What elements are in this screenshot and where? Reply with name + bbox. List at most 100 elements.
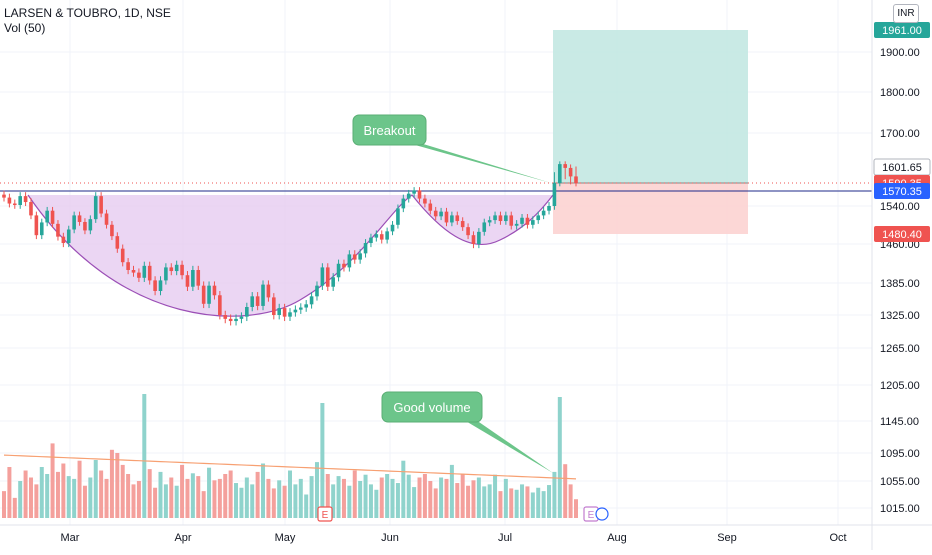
candle-body [228, 318, 233, 322]
time-tick-label: Mar [61, 532, 80, 544]
volume-bar [498, 491, 503, 518]
volume-bar [433, 488, 438, 518]
volume-bar [174, 485, 179, 518]
candle-body [358, 253, 362, 260]
volume-bar [109, 449, 114, 518]
candle-body [390, 224, 395, 232]
volume-bar [131, 484, 136, 518]
candle-body [450, 215, 454, 223]
symbol-title: LARSEN & TOUBRO, 1D, NSE [4, 6, 171, 20]
volume-bar [7, 467, 12, 518]
price-tag-stop-label: 1480.40 [882, 229, 922, 241]
candle-body [39, 222, 44, 236]
volume-bar [12, 497, 17, 518]
volume-bar [88, 477, 93, 518]
volume-bar [471, 480, 476, 518]
volume-bar [55, 471, 60, 518]
volume-bar [406, 474, 411, 518]
volume-bar [50, 443, 55, 518]
volume-bar [185, 478, 190, 518]
candle-body [153, 280, 157, 291]
price-axis[interactable]: 1900.001800.001700.001540.001460.001385.… [871, 0, 931, 550]
volume-bar [45, 474, 50, 518]
candle-body [509, 215, 514, 226]
candle-body [396, 208, 400, 225]
price-tick-label: 1205.00 [880, 380, 920, 392]
volume-bar [320, 403, 325, 518]
volume-bar [142, 394, 147, 518]
candle-body [126, 262, 130, 270]
volume-indicator-label: Vol (50) [4, 21, 46, 35]
volume-bar [439, 477, 444, 518]
volume-bar [352, 470, 357, 518]
price-tick-label: 1055.00 [880, 476, 920, 488]
price-tick-label: 1325.00 [880, 310, 920, 322]
candle-body [261, 284, 265, 306]
candle-body [207, 285, 211, 304]
price-tag-resistance [874, 183, 930, 199]
volume-bar [18, 481, 23, 518]
volume-bar [93, 460, 98, 518]
volume-bar [77, 460, 82, 518]
volume-bar [201, 491, 206, 518]
candle-body [525, 217, 530, 225]
candle-body [363, 243, 368, 254]
volume-bar [180, 464, 185, 518]
earnings-marker-label: E [322, 510, 329, 521]
candle-body [245, 307, 249, 317]
cup-outline [27, 194, 554, 317]
volume-bar [390, 478, 395, 518]
candle-body [401, 198, 406, 209]
volume-bar [487, 484, 492, 518]
candle-body [250, 296, 255, 307]
volume-bar [23, 470, 28, 518]
volume-bar [234, 483, 239, 518]
candle-body [563, 164, 568, 168]
volume-bar [293, 484, 298, 518]
candle-body [482, 222, 487, 232]
volume-bar [460, 474, 465, 518]
volume-bar [444, 478, 449, 518]
volume-bar [277, 480, 282, 518]
time-tick-label: Apr [174, 532, 191, 544]
volume-bar [557, 397, 562, 518]
candle-body [169, 267, 174, 272]
good-volume-callout-pointer [464, 420, 553, 473]
candle-body [471, 235, 476, 244]
candle-body [531, 220, 535, 225]
candle-body [288, 312, 292, 317]
volume-bar [552, 471, 557, 518]
volume-bar [530, 492, 535, 518]
candle-body [234, 318, 238, 322]
annotations: Breakout Good volume [352, 114, 553, 473]
volume-bar [482, 486, 487, 518]
volume-bar [158, 471, 163, 518]
resistance-line [0, 182, 872, 192]
volume-bar [2, 491, 6, 518]
candle-body [412, 190, 416, 194]
volume-bar [39, 467, 44, 518]
candle-body [239, 316, 244, 319]
candle-body [385, 231, 389, 240]
volume-bar [223, 474, 228, 518]
volume-bar [525, 486, 530, 518]
candle-body [34, 215, 39, 236]
volume-bar [163, 484, 168, 518]
volume-bar [196, 476, 201, 518]
price-tick-label: 1015.00 [880, 503, 920, 515]
time-axis[interactable]: Mar Apr May Jun Jul Aug Sep Oct [0, 524, 932, 544]
candle-body [331, 277, 335, 287]
candle-body [223, 315, 228, 319]
candle-body [56, 223, 60, 237]
candle-body [352, 254, 357, 260]
volume-bar [563, 464, 568, 518]
price-tick-label: 1800.00 [880, 87, 920, 99]
volume-bar [217, 478, 222, 518]
candle-body [304, 304, 308, 308]
currency-badge[interactable]: INR [893, 4, 919, 23]
candle-body [147, 265, 152, 281]
time-tick-label: Jul [498, 532, 512, 544]
